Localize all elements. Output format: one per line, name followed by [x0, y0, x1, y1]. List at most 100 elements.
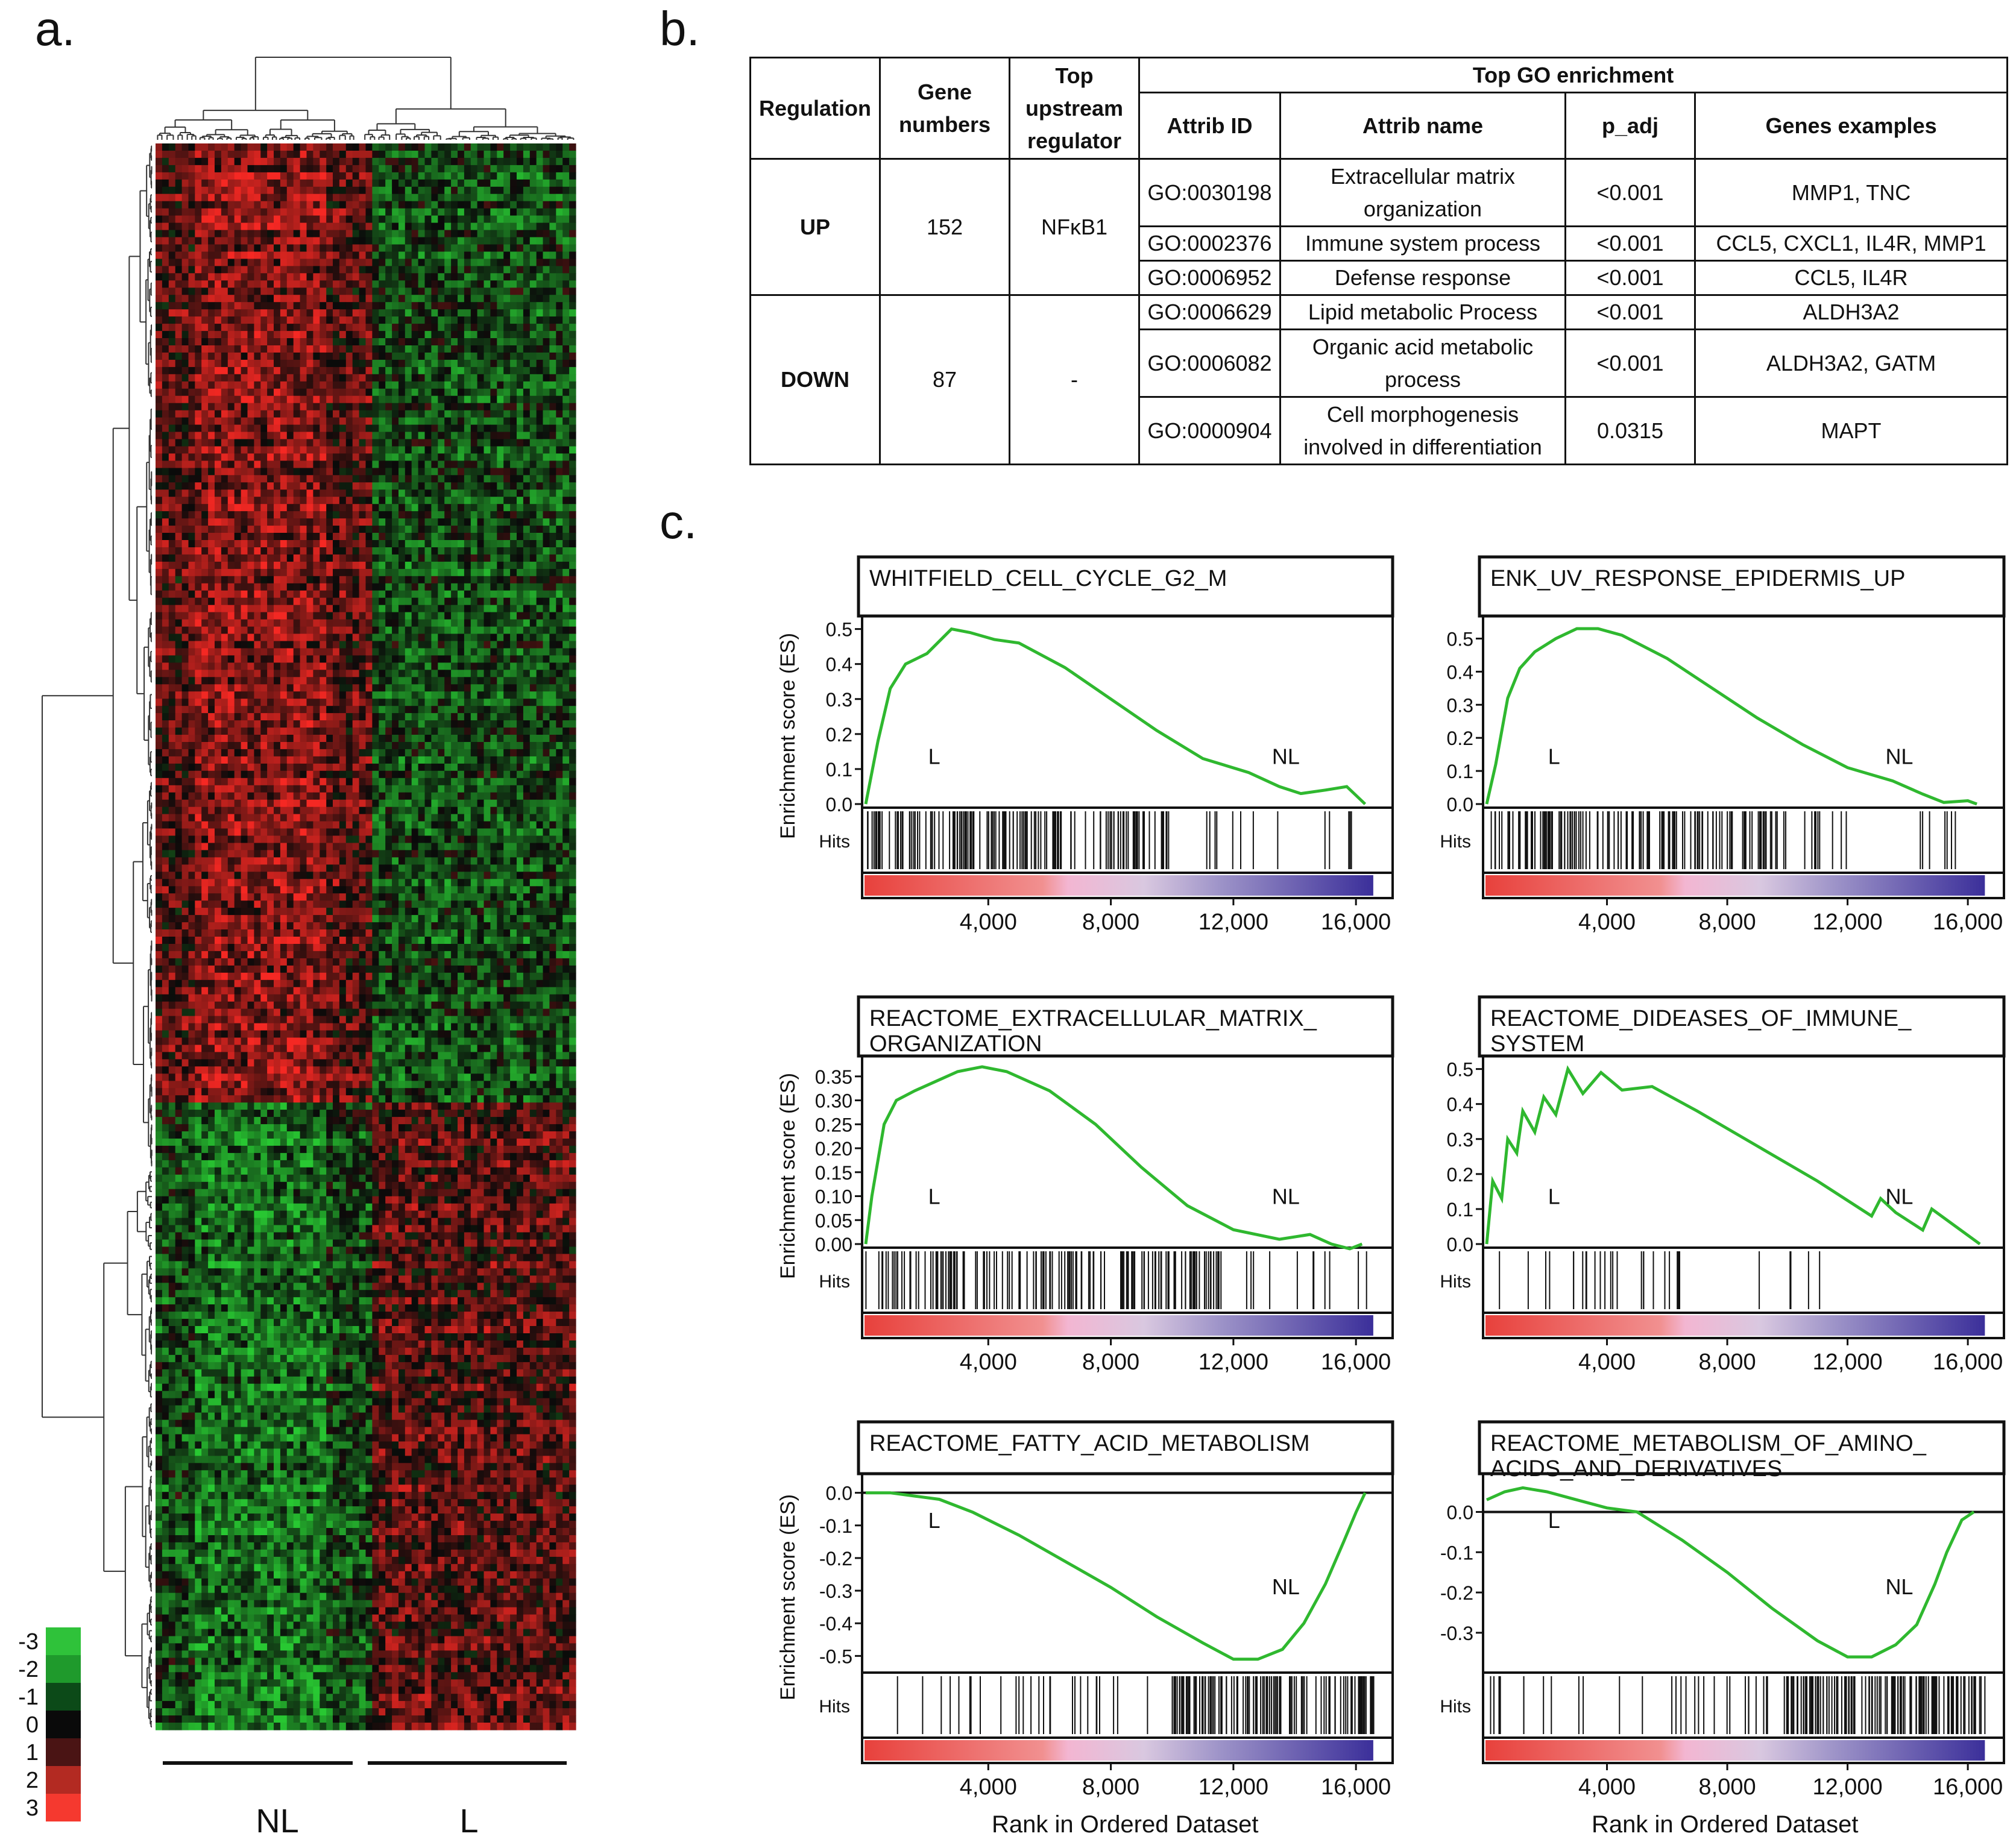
heatmap-cell	[490, 266, 497, 274]
heatmap-cell	[451, 251, 458, 260]
heatmap-cell	[424, 157, 432, 166]
heatmap-cell	[306, 583, 313, 591]
heatmap-cell	[280, 201, 288, 209]
heatmap-cell	[339, 288, 347, 295]
heatmap-cell	[470, 590, 478, 599]
heatmap-cell	[306, 230, 313, 238]
heatmap-cell	[156, 410, 163, 418]
heatmap-cell	[569, 417, 576, 426]
heatmap-cell	[333, 172, 340, 180]
heatmap-cell	[444, 526, 452, 533]
heatmap-cell	[181, 388, 189, 397]
heatmap-cell	[372, 446, 379, 454]
heatmap-cell	[345, 453, 353, 461]
heatmap-cell	[464, 533, 471, 541]
heatmap-cell	[280, 230, 288, 238]
heatmap-cell	[484, 288, 491, 295]
heatmap-cell	[326, 215, 333, 224]
heatmap-cell	[333, 352, 340, 360]
heatmap-cell	[503, 497, 511, 504]
heatmap-cell	[168, 352, 176, 360]
heatmap-cell	[517, 403, 524, 411]
heatmap-cell	[208, 533, 215, 541]
heatmap-cell	[372, 295, 379, 303]
heatmap-cell	[464, 568, 471, 577]
heatmap-cell	[464, 417, 471, 426]
heatmap-cell	[254, 288, 261, 295]
heatmap-cell	[451, 590, 458, 599]
heatmap-cell	[549, 554, 556, 562]
heatmap-cell	[293, 504, 301, 512]
heatmap-cell	[345, 309, 353, 317]
heatmap-cell	[339, 143, 347, 151]
heatmap-cell	[267, 511, 274, 519]
heatmap-cell	[392, 201, 399, 209]
heatmap-cell	[490, 518, 497, 526]
heatmap-cell	[379, 424, 386, 433]
heatmap-cell	[352, 345, 360, 353]
heatmap-cell	[549, 504, 556, 512]
heatmap-cell	[510, 511, 517, 519]
heatmap-cell	[201, 208, 209, 216]
heatmap-cell	[431, 526, 438, 533]
heatmap-cell	[385, 417, 392, 426]
heatmap-cell	[510, 266, 517, 274]
heatmap-cell	[339, 273, 347, 281]
heatmap-cell	[254, 359, 261, 368]
heatmap-cell	[352, 172, 360, 180]
heatmap-cell	[556, 266, 563, 274]
heatmap-cell	[254, 266, 261, 274]
heatmap-cell	[497, 179, 504, 187]
heatmap-cell	[175, 179, 183, 187]
heatmap-cell	[241, 446, 248, 454]
heatmap-cell	[458, 316, 465, 324]
heatmap-cell	[405, 151, 412, 159]
heatmap-cell	[458, 295, 465, 303]
heatmap-cell	[306, 497, 313, 504]
heatmap-cell	[352, 179, 360, 187]
heatmap-cell	[352, 482, 360, 490]
heatmap-cell	[175, 259, 183, 266]
heatmap-cell	[359, 504, 367, 512]
heatmap-cell	[569, 157, 576, 166]
heatmap-cell	[286, 533, 294, 541]
heatmap-cell	[484, 352, 491, 360]
heatmap-cell	[234, 526, 242, 533]
heatmap-cell	[274, 359, 281, 368]
heatmap-cell	[477, 273, 485, 281]
heatmap-cell	[254, 403, 261, 411]
heatmap-cell	[424, 230, 432, 238]
heatmap-cell	[320, 295, 327, 303]
heatmap-cell	[418, 352, 426, 360]
heatmap-cell	[254, 568, 261, 577]
heatmap-cell	[300, 193, 307, 202]
heatmap-cell	[464, 208, 471, 216]
heatmap-cell	[254, 424, 261, 433]
heatmap-cell	[339, 568, 347, 577]
heatmap-cell	[556, 439, 563, 447]
heatmap-cell	[326, 172, 333, 180]
heatmap-cell	[320, 244, 327, 253]
heatmap-cell	[438, 374, 445, 382]
heatmap-cell	[359, 460, 367, 468]
heatmap-cell	[306, 352, 313, 360]
heatmap-cell	[241, 518, 248, 526]
heatmap-cell	[490, 511, 497, 519]
heatmap-cell	[536, 547, 544, 555]
heatmap-cell	[431, 309, 438, 317]
heatmap-cell	[451, 381, 458, 389]
heatmap-cell	[221, 288, 228, 295]
heatmap-cell	[451, 208, 458, 216]
heatmap-cell	[306, 475, 313, 483]
heatmap-cell	[280, 251, 288, 260]
heatmap-cell	[392, 432, 399, 440]
heatmap-cell	[339, 266, 347, 274]
heatmap-cell	[424, 403, 432, 411]
heatmap-cell	[274, 417, 281, 426]
heatmap-cell	[424, 540, 432, 548]
heatmap-cell	[215, 388, 222, 397]
heatmap-cell	[339, 157, 347, 166]
heatmap-cell	[221, 561, 228, 570]
heatmap-cell	[313, 518, 320, 526]
heatmap-cell	[260, 475, 268, 483]
